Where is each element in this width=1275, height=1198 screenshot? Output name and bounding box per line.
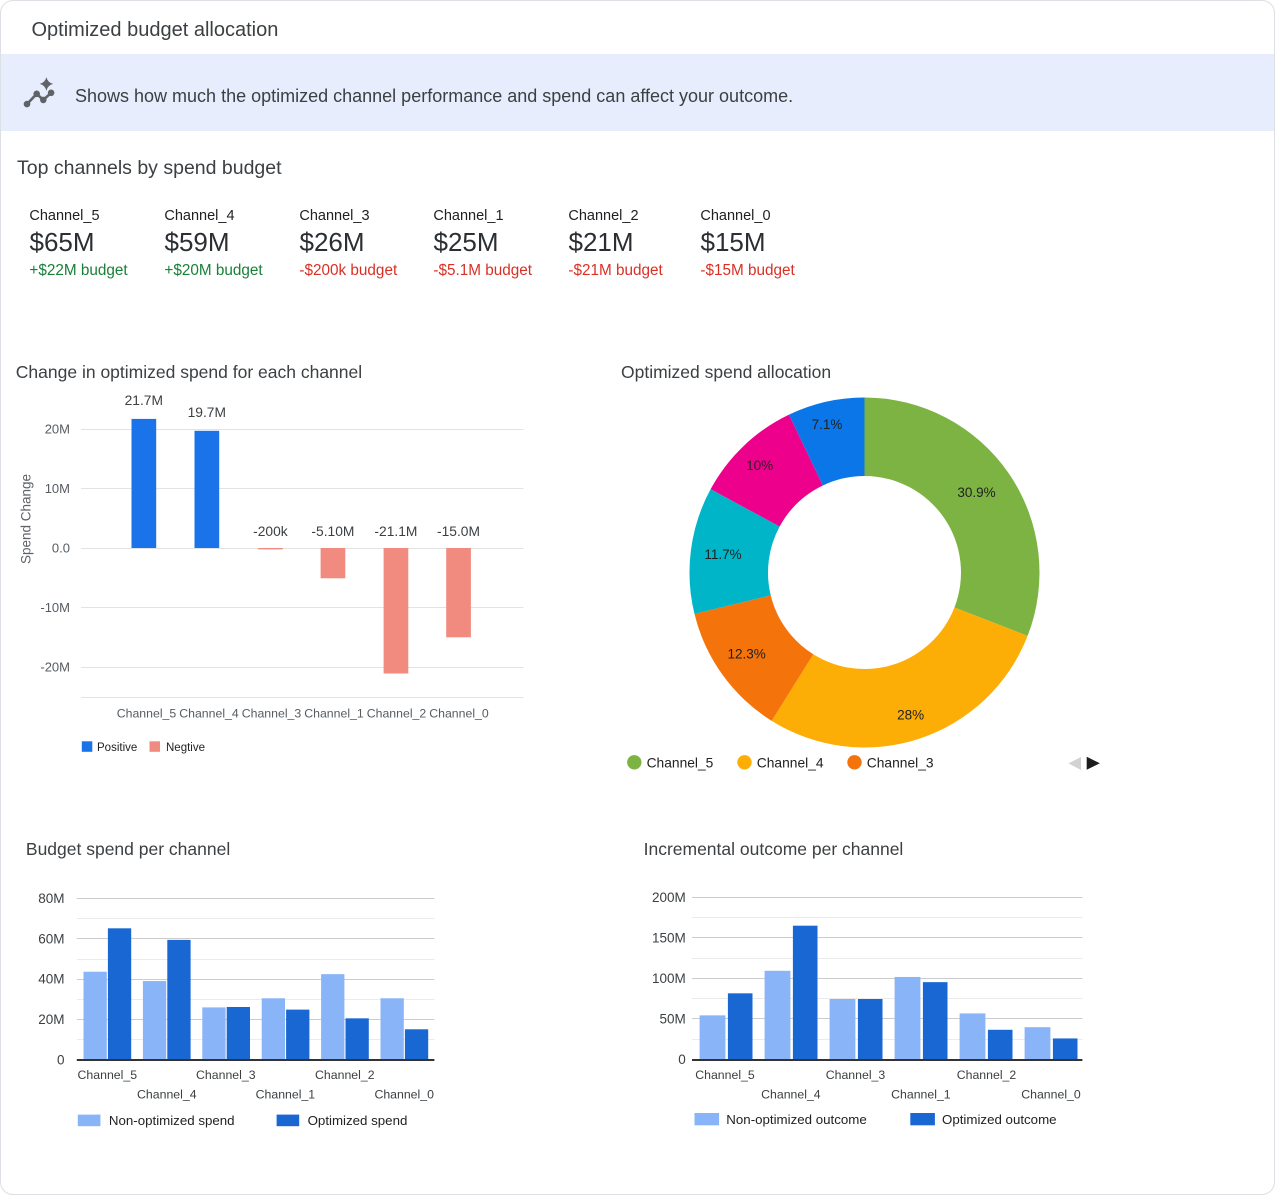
svg-text:Channel_1: Channel_1 — [891, 1088, 951, 1102]
svg-text:20M: 20M — [38, 1012, 64, 1027]
svg-text:Channel_3: Channel_3 — [242, 707, 302, 721]
svg-text:Channel_4: Channel_4 — [179, 707, 239, 721]
svg-text:Non-optimized outcome: Non-optimized outcome — [726, 1112, 866, 1127]
svg-text:Channel_5: Channel_5 — [647, 756, 714, 771]
svg-text:-200k: -200k — [253, 524, 288, 539]
svg-text:Channel_3: Channel_3 — [826, 1068, 886, 1082]
svg-text:30.9%: 30.9% — [957, 485, 995, 500]
svg-text:60M: 60M — [38, 931, 64, 946]
svg-text:100M: 100M — [652, 971, 686, 986]
svg-text:19.7M: 19.7M — [188, 405, 226, 420]
svg-text:Channel_5: Channel_5 — [695, 1068, 755, 1082]
svg-text:10%: 10% — [746, 458, 773, 473]
svg-text:Channel_5: Channel_5 — [117, 707, 177, 721]
svg-text:200M: 200M — [652, 890, 686, 905]
svg-text:Positive: Positive — [97, 742, 137, 754]
svg-text:Non-optimized spend: Non-optimized spend — [109, 1113, 235, 1128]
svg-text:Channel_3: Channel_3 — [867, 756, 934, 771]
svg-text:7.1%: 7.1% — [812, 417, 843, 432]
svg-text:Negtive: Negtive — [166, 742, 205, 754]
svg-text:-20M: -20M — [40, 660, 70, 675]
svg-text:Channel_3: Channel_3 — [196, 1068, 256, 1082]
svg-text:150M: 150M — [652, 930, 686, 945]
svg-text:20M: 20M — [45, 422, 70, 437]
svg-text:50M: 50M — [660, 1011, 686, 1026]
svg-text:11.7%: 11.7% — [704, 547, 741, 562]
svg-text:0.0: 0.0 — [52, 541, 70, 556]
svg-text:Channel_2: Channel_2 — [367, 707, 427, 721]
svg-text:21.7M: 21.7M — [125, 393, 163, 408]
svg-text:Optimized outcome: Optimized outcome — [942, 1112, 1057, 1127]
svg-text:80M: 80M — [38, 891, 64, 906]
svg-text:Channel_0: Channel_0 — [1021, 1088, 1081, 1102]
svg-text:-21.1M: -21.1M — [374, 524, 417, 539]
svg-text:Channel_1: Channel_1 — [256, 1088, 316, 1102]
svg-text:10M: 10M — [45, 481, 70, 496]
svg-text:Channel_0: Channel_0 — [429, 707, 489, 721]
svg-text:Channel_4: Channel_4 — [761, 1088, 821, 1102]
svg-text:Channel_0: Channel_0 — [374, 1088, 434, 1102]
svg-text:0: 0 — [678, 1052, 686, 1067]
svg-text:28%: 28% — [897, 707, 924, 722]
svg-text:12.3%: 12.3% — [727, 646, 765, 661]
svg-text:Spend Change: Spend Change — [19, 474, 34, 564]
svg-text:-15.0M: -15.0M — [437, 524, 480, 539]
svg-text:0: 0 — [57, 1052, 65, 1067]
svg-text:Channel_2: Channel_2 — [957, 1068, 1017, 1082]
svg-text:Optimized spend: Optimized spend — [308, 1113, 408, 1128]
svg-text:Channel_1: Channel_1 — [304, 707, 364, 721]
svg-text:40M: 40M — [38, 972, 64, 987]
svg-text:Channel_5: Channel_5 — [78, 1068, 138, 1082]
svg-text:-5.10M: -5.10M — [311, 524, 354, 539]
svg-text:Channel_2: Channel_2 — [315, 1068, 375, 1082]
svg-text:-10M: -10M — [40, 600, 70, 615]
svg-text:Channel_4: Channel_4 — [757, 756, 824, 771]
svg-text:Channel_4: Channel_4 — [137, 1088, 197, 1102]
